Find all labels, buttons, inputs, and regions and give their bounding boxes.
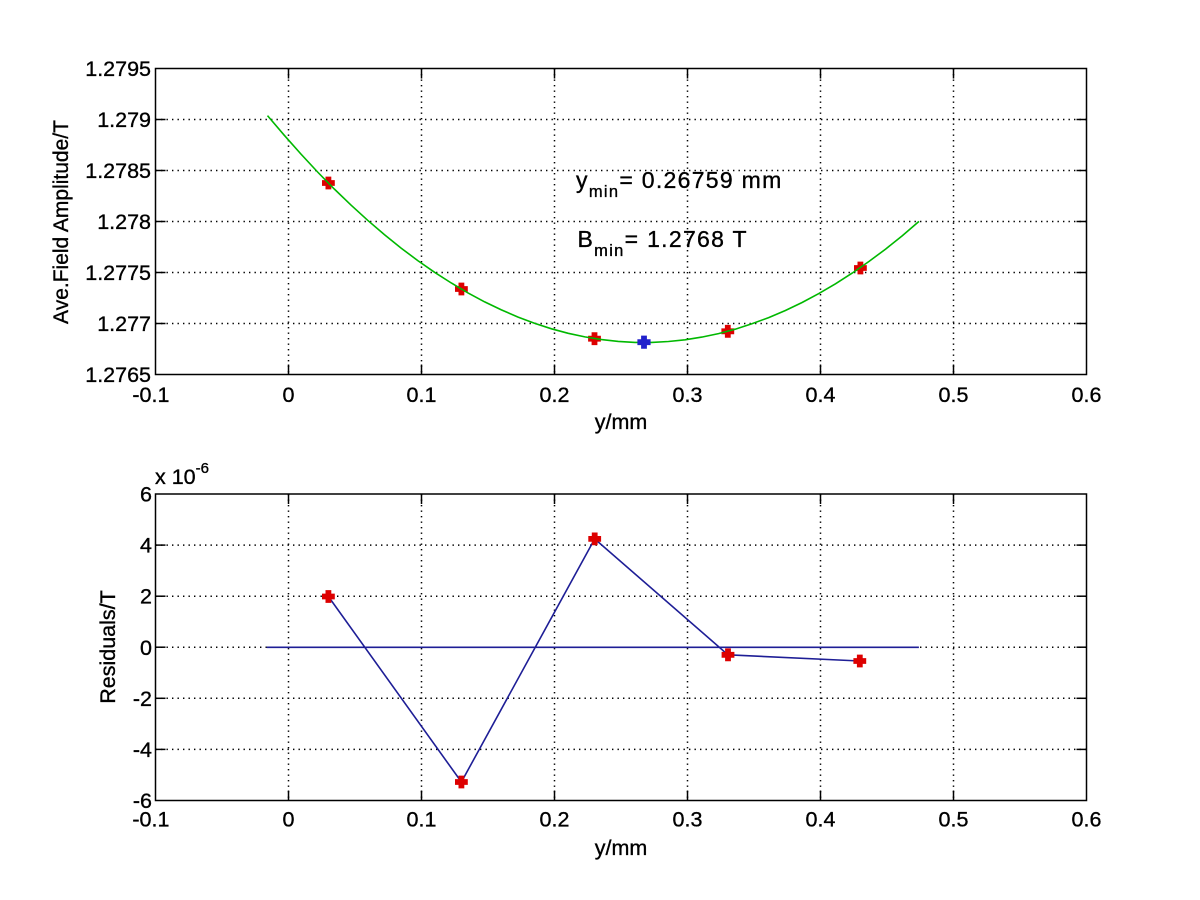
svg-text:0.3: 0.3 xyxy=(673,383,703,407)
svg-text:1.278: 1.278 xyxy=(97,210,151,234)
svg-text:-0.1: -0.1 xyxy=(132,808,169,832)
svg-text:0.6: 0.6 xyxy=(1072,383,1102,407)
svg-text:1.277: 1.277 xyxy=(97,312,151,336)
svg-text:1.2765: 1.2765 xyxy=(85,363,151,387)
svg-text:0.2: 0.2 xyxy=(540,383,570,407)
svg-text:Ave.Field Amplitude/T: Ave.Field Amplitude/T xyxy=(50,120,73,324)
svg-text:Bmin= 1.2768 T: Bmin= 1.2768 T xyxy=(578,226,748,260)
svg-text:0.1: 0.1 xyxy=(407,808,437,832)
svg-text:1.2785: 1.2785 xyxy=(85,159,151,183)
svg-text:-2: -2 xyxy=(133,687,152,711)
svg-text:1.2775: 1.2775 xyxy=(85,261,151,285)
svg-text:1.279: 1.279 xyxy=(97,108,151,132)
svg-text:0: 0 xyxy=(140,636,152,660)
svg-text:0: 0 xyxy=(283,383,295,407)
svg-text:x 10-6: x 10-6 xyxy=(155,460,209,489)
svg-text:-0.1: -0.1 xyxy=(132,383,169,407)
svg-text:0.3: 0.3 xyxy=(673,808,703,832)
svg-text:-6: -6 xyxy=(133,789,152,813)
svg-text:0.1: 0.1 xyxy=(407,383,437,407)
svg-text:y/mm: y/mm xyxy=(595,836,648,860)
svg-text:0: 0 xyxy=(283,808,295,832)
svg-text:0.5: 0.5 xyxy=(939,383,969,407)
svg-text:0.2: 0.2 xyxy=(540,808,570,832)
svg-text:4: 4 xyxy=(140,534,152,558)
svg-text:2: 2 xyxy=(140,585,152,609)
svg-text:Residuals/T: Residuals/T xyxy=(96,590,120,704)
svg-text:0.5: 0.5 xyxy=(939,808,969,832)
svg-text:1.2795: 1.2795 xyxy=(85,57,151,81)
svg-text:6: 6 xyxy=(140,483,152,507)
svg-text:0.4: 0.4 xyxy=(806,808,836,832)
svg-text:0.6: 0.6 xyxy=(1072,808,1102,832)
svg-text:-4: -4 xyxy=(133,738,152,762)
svg-text:y/mm: y/mm xyxy=(595,410,648,434)
svg-text:0.4: 0.4 xyxy=(806,383,836,407)
